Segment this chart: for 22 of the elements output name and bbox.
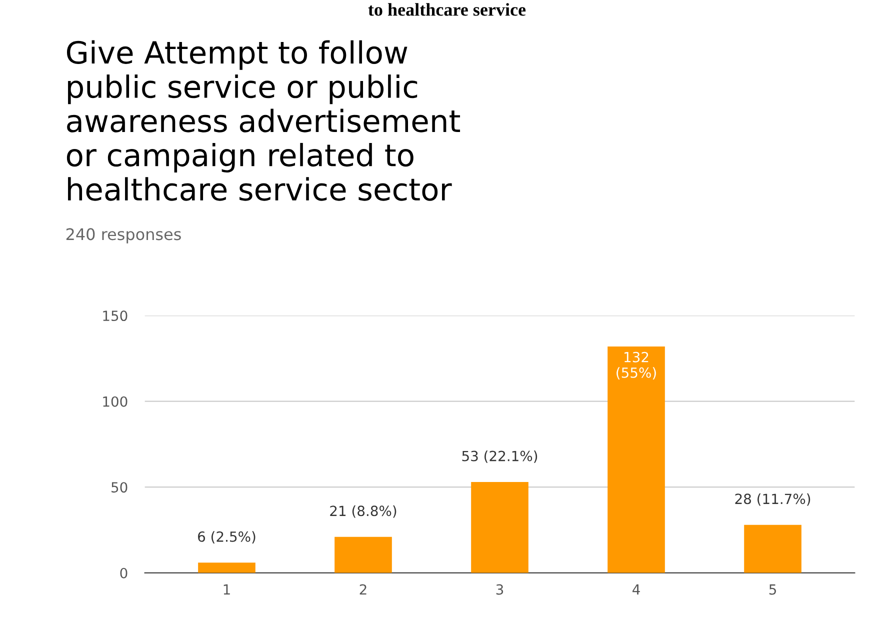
bar (471, 482, 528, 573)
data-label: 28 (11.7%) (735, 493, 810, 506)
x-tick-label: 5 (769, 584, 776, 595)
y-tick-label: 100 (103, 396, 128, 407)
bar (198, 562, 256, 573)
bar (608, 346, 665, 573)
x-tick-label: 1 (224, 584, 230, 595)
y-tick-label: 50 (112, 482, 128, 493)
chart-title: Give Attempt to follow public service or public awareness advertisement or campaign related to healthcare service sector (66, 40, 460, 201)
chart-subtitle: 240 responses (66, 228, 181, 244)
data-label: 132 (55%) (616, 352, 656, 380)
text: to healthcare service (368, 3, 526, 16)
data-label: 6 (2.5%) (198, 531, 256, 544)
bar (334, 536, 392, 573)
x-tick-label: 2 (360, 584, 366, 595)
y-tick-label: 0 (120, 568, 128, 578)
data-label: 53 (22.1%) (462, 450, 538, 463)
x-tick-label: 3 (496, 584, 504, 595)
data-label: 21 (8.8%) (330, 505, 396, 518)
y-tick-label: 150 (103, 310, 128, 322)
x-tick-label: 4 (632, 584, 640, 595)
bar (744, 524, 802, 573)
